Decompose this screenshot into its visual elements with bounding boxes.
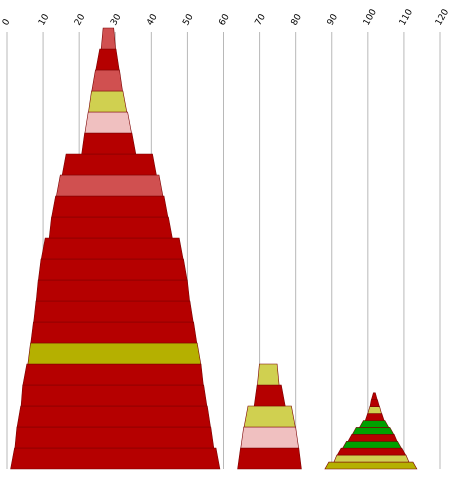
- x-tick-label: 100: [362, 7, 379, 27]
- shape-1-band-13: [51, 195, 169, 218]
- shape-1-band-6: [27, 342, 202, 365]
- x-tick-label: 20: [73, 12, 88, 27]
- shape-1-band-11: [40, 237, 184, 260]
- x-tick-label: 40: [145, 12, 160, 27]
- shape-3-band-8: [364, 413, 385, 421]
- x-tick-label: 50: [181, 12, 196, 27]
- shape-3-band-5: [347, 433, 398, 442]
- shape-3-band-7: [358, 420, 390, 428]
- shape-1-band-7: [30, 321, 198, 344]
- shape-1-band-9: [35, 279, 190, 302]
- x-tick-label: 80: [290, 12, 305, 27]
- shape-1-band-12: [48, 216, 173, 239]
- shape-1-band-3: [16, 405, 211, 428]
- shape-2-band-1: [237, 447, 302, 470]
- shape-layer: [10, 27, 418, 470]
- shape-3-band-9: [367, 406, 382, 414]
- shape-2: [237, 363, 302, 470]
- shape-3-band-6: [351, 427, 395, 435]
- shape-3-band-4: [342, 440, 402, 449]
- shape-1-band-14: [56, 174, 164, 197]
- shape-2-band-3: [243, 405, 296, 428]
- shape-1-band-17: [84, 111, 132, 134]
- shape-1-band-4: [20, 384, 208, 407]
- shape-1-band-2: [14, 426, 215, 449]
- x-tick-label: 0: [1, 17, 13, 27]
- tick-label-layer: 0 10 20 30 40 50 60 70 80 90 100 110 120: [1, 7, 451, 27]
- x-tick-label: 10: [37, 12, 52, 27]
- x-tick-label: 70: [254, 12, 269, 27]
- shape-2-band-5: [257, 363, 280, 386]
- x-tick-label: 110: [398, 7, 415, 27]
- shape-2-band-4: [253, 384, 286, 407]
- shape-1-band-15: [61, 153, 157, 176]
- shape-1-band-20: [95, 48, 120, 71]
- shape-1-band-1: [10, 447, 221, 470]
- shape-3: [324, 392, 418, 470]
- shape-3-band-2: [333, 454, 410, 463]
- shape-3-band-1: [324, 461, 418, 470]
- shape-1-band-10: [38, 258, 188, 281]
- x-tick-label: 90: [326, 12, 341, 27]
- shape-3-band-10: [369, 399, 380, 407]
- shape-3-band-11: [371, 392, 378, 401]
- shape-1: [10, 27, 221, 470]
- shape-1-band-8: [33, 300, 194, 323]
- x-tick-label: 30: [109, 12, 124, 27]
- x-tick-label: 60: [217, 12, 232, 27]
- shape-1-band-16: [81, 132, 137, 155]
- shape-1-band-5: [22, 363, 204, 386]
- shape-1-band-21: [100, 27, 116, 50]
- shape-2-band-2: [240, 426, 299, 449]
- shape-1-band-19: [91, 69, 123, 92]
- shape-3-band-3: [336, 447, 407, 456]
- shape-1-band-18: [88, 90, 128, 113]
- x-tick-label: 120: [434, 7, 451, 27]
